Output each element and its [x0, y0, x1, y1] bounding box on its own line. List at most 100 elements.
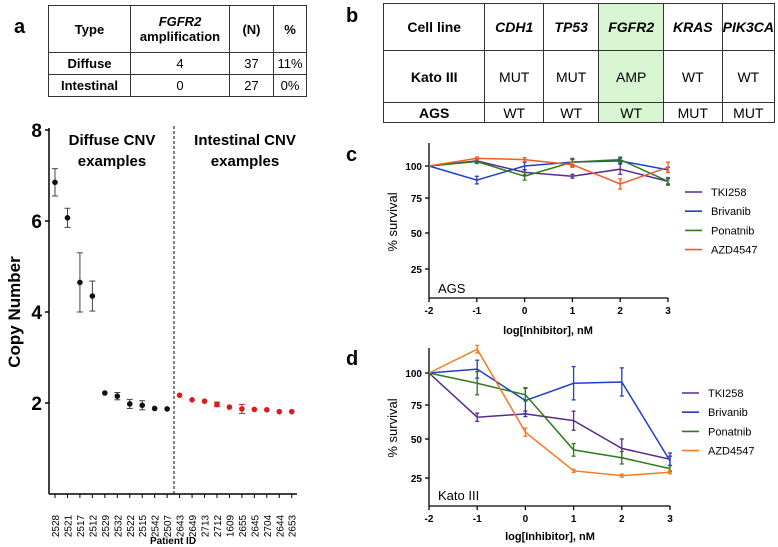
header-pik3ca: PIK3CA	[721, 3, 776, 51]
data-point-2529	[102, 390, 108, 396]
d-x-tick-label: -2	[425, 514, 434, 525]
d-y-tick-label: 100	[405, 369, 422, 380]
cell: 11%	[273, 52, 307, 75]
x-tick-label: 2507	[163, 514, 174, 537]
panel-label-d: d	[346, 348, 359, 370]
gene-name: FGFR2	[158, 14, 202, 29]
d-x-tick-label: 1	[571, 514, 577, 525]
header-fgfr2: FGFR2	[598, 3, 664, 51]
header-kras: KRAS	[662, 3, 723, 51]
x-tick-label: 2512	[88, 514, 99, 537]
d-y-tick-label: 25	[411, 474, 423, 485]
c-x-tick-label: -1	[472, 306, 481, 317]
c-annotation: AGS	[438, 281, 466, 296]
x-tick-label: 2528	[51, 514, 62, 537]
fgfr2-amplification-table: Type FGFR2 amplification (N) % Diffuse 4 …	[48, 5, 307, 97]
x-tick-label: 2645	[250, 514, 261, 537]
y-tick-label: 2	[31, 394, 42, 415]
x-tick-label: 2643	[176, 514, 187, 537]
c-legend-label: TKI258	[711, 187, 746, 199]
cell: AMP	[598, 50, 664, 103]
x-tick-label: 2521	[63, 514, 74, 537]
x-axis-title: Patient ID	[150, 536, 196, 547]
cell: MUT	[721, 102, 776, 123]
x-tick-label: 2532	[113, 514, 124, 537]
d-x-tick-label: 3	[667, 514, 673, 525]
cell: Intestinal	[48, 74, 131, 97]
c-x-tick-label: 1	[570, 306, 576, 317]
c-x-axis-title: log[Inhibitor], nM	[503, 325, 593, 337]
cell: WT	[721, 50, 776, 103]
d-x-tick-label: 2	[619, 514, 625, 525]
data-point-2643	[176, 392, 183, 399]
c-legend-label: Ponatnib	[711, 225, 754, 237]
c-x-tick-label: 3	[665, 306, 671, 317]
d-series-line-ponatnib	[428, 372, 671, 470]
cell: AGS	[382, 102, 486, 123]
data-point-2645	[251, 406, 258, 413]
d-legend-label: TKI258	[708, 388, 743, 400]
c-y-tick-label: 50	[411, 229, 423, 240]
x-tick-label: 2542	[151, 514, 162, 537]
d-x-axis-title: log[Inhibitor], nM	[505, 531, 595, 543]
d-series-line-tki258	[428, 372, 671, 461]
c-legend-label: AZD4547	[711, 245, 757, 257]
x-tick-label: 2515	[138, 514, 149, 537]
header-fgfr2-amplification: FGFR2 amplification	[130, 5, 230, 53]
cell: WT	[598, 102, 664, 123]
d-series-line-brivanib	[428, 368, 671, 462]
data-point-2653	[288, 408, 295, 415]
x-tick-label: 2529	[101, 514, 112, 537]
cell: 0	[130, 74, 230, 97]
c-x-tick-label: -2	[425, 306, 434, 317]
d-legend-label: AZD4547	[708, 446, 754, 458]
table-row: Diffuse 4 37 11%	[48, 52, 307, 75]
header-amplification-text: amplification	[139, 29, 221, 44]
d-x-tick-label: 0	[523, 514, 529, 525]
cell: 27	[229, 74, 274, 97]
c-series-line-azd4547	[428, 157, 669, 185]
table-row: Kato III MUT MUT AMP WT WT	[382, 50, 776, 103]
x-tick-label: 2644	[275, 514, 286, 537]
c-series-line-brivanib	[428, 160, 669, 181]
c-y-axis-title: % survival	[385, 192, 400, 251]
x-tick-label: 2704	[263, 514, 274, 537]
header-cdh1: CDH1	[484, 3, 544, 51]
x-tick-label: 2522	[126, 514, 137, 537]
data-point-2532	[114, 393, 121, 399]
d-series-line-azd4547	[428, 348, 671, 477]
data-point-2713	[201, 398, 208, 404]
data-point-2515	[139, 402, 146, 409]
data-point-2644	[276, 408, 283, 415]
c-y-tick-label: 100	[405, 162, 422, 173]
data-point-2704	[264, 407, 270, 413]
cell: WT	[542, 102, 600, 123]
d-annotation: Kato III	[438, 488, 479, 503]
panel-label-b: b	[346, 5, 359, 27]
c-x-tick-label: 2	[617, 306, 623, 317]
x-tick-label: 1609	[225, 514, 236, 537]
d-y-tick-label: 50	[411, 435, 423, 446]
header-cell-line: Cell line	[382, 3, 486, 51]
header-tp53: TP53	[542, 3, 600, 51]
y-axis-title: Copy Number	[5, 256, 24, 368]
data-point-1609	[226, 404, 233, 410]
data-point-2655	[239, 406, 245, 412]
data-point-2542	[151, 405, 158, 412]
x-tick-label: 2517	[76, 514, 87, 537]
x-tick-label: 2713	[201, 514, 212, 537]
cell: 0%	[273, 74, 307, 97]
c-legend-label: Brivanib	[711, 206, 751, 218]
x-tick-label: 2649	[188, 514, 199, 537]
data-point-2649	[189, 397, 195, 403]
group-label-intestinal-2: examples	[211, 153, 279, 170]
table-row: AGS WT WT WT MUT MUT	[382, 102, 776, 123]
c-x-tick-label: 0	[522, 306, 528, 317]
group-label-diffuse-2: examples	[78, 153, 146, 170]
cell: MUT	[542, 50, 600, 103]
d-y-axis-title: % survival	[385, 398, 400, 457]
data-point-2517	[77, 279, 83, 286]
panel-label-c: c	[346, 144, 358, 166]
d-x-tick-label: -1	[473, 514, 482, 525]
